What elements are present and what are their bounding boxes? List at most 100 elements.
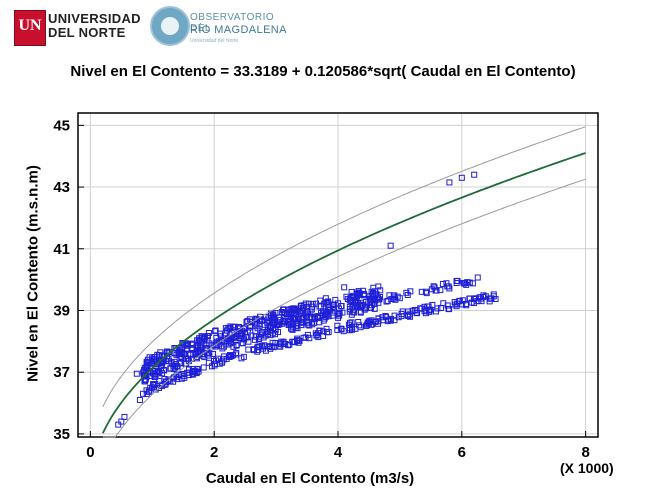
data-point — [321, 308, 328, 315]
data-point — [423, 290, 430, 297]
data-point — [330, 303, 337, 310]
data-point — [223, 355, 230, 362]
data-point — [144, 358, 151, 365]
data-point — [405, 308, 412, 315]
data-point — [173, 363, 180, 370]
data-point — [418, 305, 425, 312]
data-point — [172, 361, 179, 368]
data-point — [289, 321, 296, 328]
chart-title: Nivel en El Contento = 33.3189 + 0.12058… — [70, 63, 576, 80]
lower-prediction-limit — [102, 178, 586, 438]
data-point — [446, 179, 453, 186]
y-tick-label: 43 — [53, 179, 70, 196]
data-point — [392, 296, 399, 303]
data-point — [261, 321, 268, 328]
data-point — [490, 291, 497, 298]
x-tick-label: 0 — [86, 444, 94, 461]
data-point — [133, 370, 140, 377]
university-mark-text: UN — [18, 17, 42, 34]
data-point — [213, 340, 220, 347]
data-point — [306, 335, 313, 342]
data-point — [179, 350, 186, 357]
observatory-logo: OBSERVATORIO DEL RÍO MAGDALENA Universid… — [150, 6, 290, 50]
data-point — [172, 364, 179, 371]
data-point — [194, 355, 201, 362]
data-point — [248, 332, 255, 339]
data-point — [205, 330, 212, 337]
data-point — [331, 302, 338, 309]
data-point — [339, 309, 346, 316]
data-point — [405, 312, 412, 319]
data-point — [118, 418, 125, 425]
data-point — [261, 342, 268, 349]
observatory-name-line2: RÍO MAGDALENA — [190, 24, 287, 36]
data-point — [199, 351, 206, 358]
data-point — [157, 349, 164, 356]
data-point — [198, 341, 205, 348]
data-point — [404, 312, 411, 319]
data-point — [438, 304, 445, 311]
data-point — [370, 300, 377, 307]
data-point — [325, 329, 332, 336]
data-point — [165, 358, 172, 365]
data-point — [384, 297, 391, 304]
data-point — [374, 294, 381, 301]
data-point — [486, 298, 493, 305]
data-point — [459, 297, 466, 304]
data-point — [453, 303, 460, 310]
data-point — [203, 347, 210, 354]
data-point — [176, 348, 183, 355]
data-point — [313, 332, 320, 339]
university-logo: UN UNIVERSIDAD DEL NORTE — [14, 8, 144, 48]
data-point — [200, 364, 207, 371]
data-point — [150, 356, 157, 363]
data-point — [398, 313, 405, 320]
data-point — [225, 324, 232, 331]
y-tick-label: 35 — [53, 426, 70, 443]
data-point — [245, 346, 252, 353]
university-name-line2: DEL NORTE — [48, 25, 126, 40]
data-point — [379, 317, 386, 324]
data-point — [252, 328, 259, 335]
header-logos: UN UNIVERSIDAD DEL NORTE OBSERVATORIO DE… — [0, 0, 300, 56]
data-point — [151, 374, 158, 381]
data-point — [261, 343, 268, 350]
observatory-name-line3: Universidad del Norte — [190, 38, 239, 44]
data-point — [178, 354, 185, 361]
data-point — [121, 413, 128, 420]
data-point — [360, 290, 367, 297]
data-point — [304, 313, 311, 320]
data-point — [247, 323, 254, 330]
data-point — [403, 289, 410, 296]
data-point — [282, 309, 289, 316]
data-point — [183, 341, 190, 348]
data-point — [212, 327, 219, 334]
data-point — [140, 367, 147, 374]
data-point — [266, 325, 273, 332]
x-tick-label: 6 — [458, 444, 466, 461]
data-point — [256, 333, 263, 340]
data-point — [115, 421, 122, 428]
data-point — [446, 306, 453, 313]
data-point — [156, 378, 163, 385]
data-point — [294, 338, 301, 345]
data-point — [159, 381, 166, 388]
data-point — [244, 334, 251, 341]
data-point — [469, 280, 476, 287]
data-point — [265, 329, 272, 336]
data-point — [306, 322, 313, 329]
y-tick-label: 39 — [53, 302, 70, 319]
data-point — [240, 353, 247, 360]
data-point — [458, 174, 465, 181]
data-point — [454, 277, 461, 284]
data-point — [474, 274, 481, 281]
university-name: UNIVERSIDAD DEL NORTE — [48, 12, 141, 40]
data-point — [255, 343, 262, 350]
data-point — [462, 300, 469, 307]
data-point — [269, 339, 276, 346]
data-point — [190, 351, 197, 358]
data-point — [141, 378, 148, 385]
data-point — [330, 305, 337, 312]
y-axis-label: Nivel en El Contento (m.s.n.m) — [24, 165, 42, 382]
university-mark-icon: UN — [14, 10, 46, 46]
